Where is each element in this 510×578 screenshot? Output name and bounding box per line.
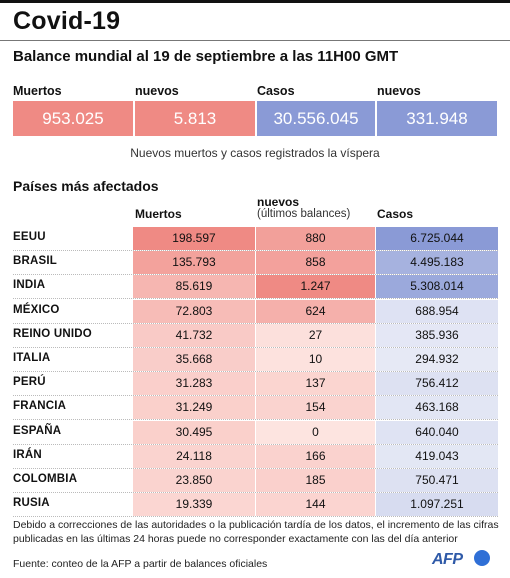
row-divider — [13, 444, 498, 445]
row-country: PERÚ — [13, 376, 46, 388]
row-country: EEUU — [13, 231, 46, 243]
row-muertos: 135.793 — [133, 251, 255, 274]
row-nuevos: 144 — [256, 493, 375, 516]
row-casos: 4.495.183 — [376, 251, 498, 274]
page-title: Covid-19 — [13, 7, 121, 35]
row-casos: 6.725.044 — [376, 227, 498, 250]
row-nuevos: 137 — [256, 372, 375, 395]
row-divider — [13, 516, 498, 517]
summary-value-muertos: 953.025 — [13, 101, 133, 136]
row-casos: 750.471 — [376, 469, 498, 492]
summary-label-muertos: Muertos — [13, 84, 62, 98]
footnote: Debido a correcciones de las autoridades… — [13, 519, 499, 545]
row-country: COLOMBIA — [13, 473, 78, 485]
summary-label-casos: Casos — [257, 84, 295, 98]
row-nuevos: 10 — [256, 348, 375, 371]
title-divider — [0, 40, 510, 41]
row-nuevos: 858 — [256, 251, 375, 274]
row-divider — [13, 419, 498, 420]
row-country: IRÁN — [13, 449, 42, 461]
row-casos: 294.932 — [376, 348, 498, 371]
row-nuevos: 154 — [256, 396, 375, 419]
row-casos: 385.936 — [376, 324, 498, 347]
column-header-casos: Casos — [377, 207, 414, 221]
row-muertos: 24.118 — [133, 445, 255, 468]
row-muertos: 31.249 — [133, 396, 255, 419]
row-nuevos: 27 — [256, 324, 375, 347]
row-nuevos: 1.247 — [256, 275, 375, 298]
row-casos: 688.954 — [376, 300, 498, 323]
column-header-nuevos: nuevos — [257, 195, 300, 209]
row-muertos: 198.597 — [133, 227, 255, 250]
row-muertos: 72.803 — [133, 300, 255, 323]
row-casos: 419.043 — [376, 445, 498, 468]
column-header-nuevos-sub: (últimos balances) — [257, 208, 351, 220]
row-country: ITALIA — [13, 352, 51, 364]
row-divider — [13, 298, 498, 299]
row-divider — [13, 323, 498, 324]
summary-value-nuevos-muertos: 5.813 — [135, 101, 255, 136]
row-divider — [13, 371, 498, 372]
row-country: INDIA — [13, 279, 46, 291]
row-country: FRANCIA — [13, 400, 67, 412]
row-divider — [13, 468, 498, 469]
row-divider — [13, 347, 498, 348]
summary-value-nuevos-casos: 331.948 — [377, 101, 497, 136]
row-casos: 1.097.251 — [376, 493, 498, 516]
row-divider — [13, 274, 498, 275]
row-muertos: 23.850 — [133, 469, 255, 492]
row-casos: 640.040 — [376, 421, 498, 444]
row-divider — [13, 250, 498, 251]
summary-label-nuevos-casos: nuevos — [377, 84, 421, 98]
top-bar — [0, 0, 510, 3]
row-nuevos: 880 — [256, 227, 375, 250]
row-casos: 5.308.014 — [376, 275, 498, 298]
summary-note: Nuevos muertos y casos registrados la ví… — [130, 146, 380, 160]
afp-logo-icon — [474, 550, 490, 566]
row-nuevos: 0 — [256, 421, 375, 444]
source-note: Fuente: conteo de la AFP a partir de bal… — [13, 558, 268, 570]
row-country: MÉXICO — [13, 304, 60, 316]
row-nuevos: 624 — [256, 300, 375, 323]
row-muertos: 19.339 — [133, 493, 255, 516]
column-header-muertos: Muertos — [135, 207, 182, 221]
row-muertos: 31.283 — [133, 372, 255, 395]
summary-label-nuevos-muertos: nuevos — [135, 84, 179, 98]
row-casos: 463.168 — [376, 396, 498, 419]
row-casos: 756.412 — [376, 372, 498, 395]
row-divider — [13, 395, 498, 396]
row-nuevos: 166 — [256, 445, 375, 468]
row-country: BRASIL — [13, 255, 58, 267]
row-muertos: 41.732 — [133, 324, 255, 347]
page-subtitle: Balance mundial al 19 de septiembre a la… — [13, 48, 399, 65]
afp-logo-text: AFP — [432, 551, 463, 568]
summary-value-casos: 30.556.045 — [257, 101, 375, 136]
row-muertos: 85.619 — [133, 275, 255, 298]
row-muertos: 30.495 — [133, 421, 255, 444]
row-country: ESPAÑA — [13, 425, 62, 437]
row-country: REINO UNIDO — [13, 328, 92, 340]
section-title: Países más afectados — [13, 178, 159, 194]
row-divider — [13, 492, 498, 493]
row-country: RUSIA — [13, 497, 50, 509]
row-nuevos: 185 — [256, 469, 375, 492]
row-muertos: 35.668 — [133, 348, 255, 371]
